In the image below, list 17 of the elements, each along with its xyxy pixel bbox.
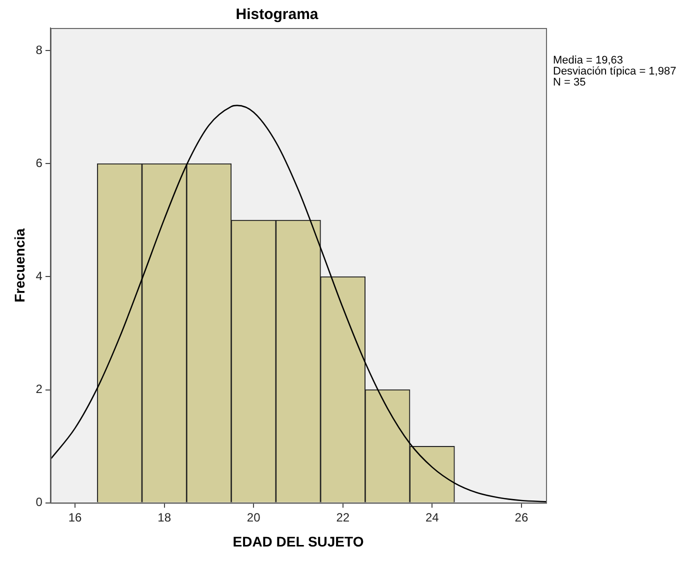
x-tick-label: 26 — [514, 510, 528, 524]
text: Desviación típica = 1,987 — [553, 66, 676, 78]
x-tick-label: 18 — [158, 510, 172, 524]
y-tick-label: 4 — [36, 269, 43, 284]
y-tick-label: 2 — [36, 382, 43, 396]
x-tick-label: 24 — [425, 510, 440, 524]
text: Media = 19,63 — [553, 54, 624, 67]
x-tick-label: 16 — [68, 510, 82, 524]
y-tick-label: 8 — [36, 42, 43, 57]
x-tick-label: 20 — [246, 510, 261, 524]
y-tick-label: 0 — [36, 495, 43, 510]
chart-title: Histograma — [236, 6, 319, 24]
y-tick-label: 6 — [36, 156, 43, 170]
text: N = 35 — [553, 76, 586, 89]
y-axis-title: Frecuencia — [11, 228, 28, 302]
x-tick-label: 22 — [336, 510, 350, 524]
x-axis-title: EDAD DEL SUJETO — [232, 533, 364, 550]
